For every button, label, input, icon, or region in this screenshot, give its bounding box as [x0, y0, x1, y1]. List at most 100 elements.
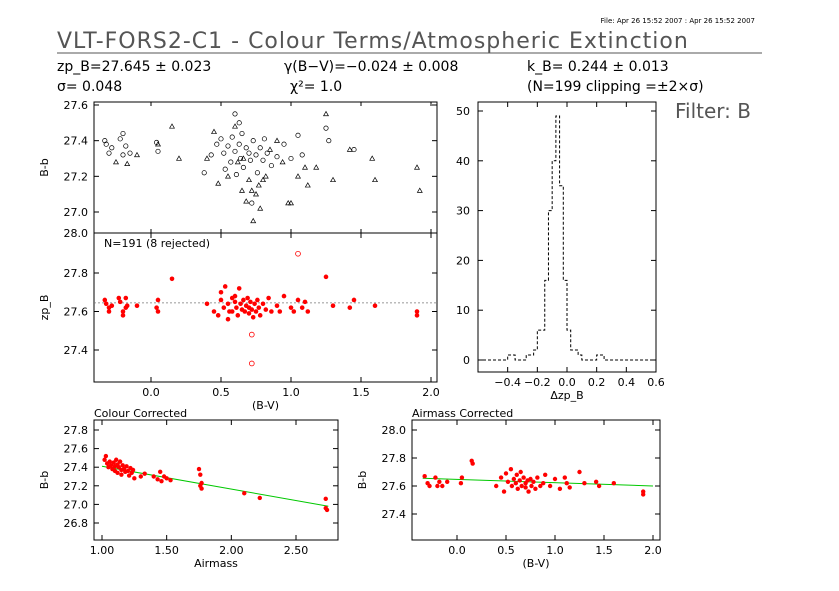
data-point — [198, 472, 203, 477]
y-tick-label: 27.4 — [64, 135, 89, 148]
data-point-triangle — [231, 123, 239, 129]
data-point-circle — [106, 150, 112, 156]
data-point — [523, 485, 528, 490]
data-point-circle — [257, 145, 263, 151]
data-point-circle — [225, 143, 231, 149]
data-point — [257, 495, 262, 501]
data-point — [538, 483, 543, 489]
extinction-value: k_B= 0.244 ± 0.013 — [527, 59, 669, 75]
data-point-kept — [351, 297, 357, 303]
data-point — [593, 479, 599, 484]
data-point-circle — [233, 172, 239, 178]
data-point — [526, 489, 531, 494]
data-point-kept — [155, 297, 161, 303]
y-tick-label: 27.4 — [64, 461, 89, 474]
data-point-circle — [323, 125, 329, 131]
data-point-triangle — [248, 187, 255, 193]
data-point — [102, 457, 107, 462]
data-point — [151, 474, 156, 479]
data-point-kept — [274, 303, 280, 309]
data-point-triangle — [279, 158, 286, 165]
data-point — [435, 483, 440, 489]
y-tick-label: 30 — [456, 205, 470, 218]
raw-y-axis-label: B-b — [38, 158, 51, 177]
data-point — [513, 481, 518, 486]
data-point-kept — [215, 313, 221, 318]
y-tick-label: 27.6 — [64, 99, 89, 112]
data-point-kept — [248, 299, 253, 305]
data-point-circle — [218, 136, 224, 142]
y-tick-label: 27.0 — [64, 498, 89, 511]
data-point — [126, 473, 132, 478]
data-point-triangle — [224, 173, 232, 179]
data-point — [125, 468, 131, 474]
data-point-kept — [269, 309, 274, 314]
data-point-kept — [347, 305, 353, 310]
data-point-kept — [222, 284, 228, 289]
data-point-kept — [238, 301, 243, 307]
data-point-kept — [225, 316, 231, 322]
data-point-kept — [266, 295, 271, 301]
data-point-triangle — [266, 146, 274, 152]
ac-x-axis-label: (B-V) — [523, 557, 550, 570]
data-point — [124, 464, 129, 469]
data-point-circle — [261, 136, 267, 142]
data-point-triangle — [203, 155, 211, 161]
y-tick-label: 0 — [463, 354, 470, 367]
data-point-circle — [155, 148, 161, 154]
data-point-circle — [249, 200, 255, 206]
x-tick-label: 1.5 — [352, 386, 370, 399]
data-point-circle — [109, 145, 115, 151]
data-point-triangle — [369, 155, 376, 161]
data-point-kept — [103, 301, 109, 307]
zp-histogram-panel: −0.4 −0.2 0.0 0.2 0.4 0.6 0 10 20 30 40 50 Δzp_B — [456, 101, 665, 402]
data-point — [422, 474, 427, 479]
airmass-corrected-title: Airmass Corrected — [412, 407, 513, 420]
data-point-triangle — [245, 176, 253, 183]
data-point-circle — [239, 130, 245, 137]
data-point-circle — [103, 141, 109, 147]
data-point-circle — [250, 138, 256, 144]
y-tick-label: 27.4 — [382, 508, 407, 521]
y-tick-label: 27.2 — [64, 480, 89, 493]
plot-frame — [411, 419, 661, 541]
x-tick-label: 1.00 — [90, 544, 115, 557]
data-point-circle — [123, 143, 129, 149]
data-point — [107, 459, 112, 464]
data-point-triangle — [287, 199, 295, 206]
data-point-circle — [201, 170, 207, 176]
y-tick-label: 27.8 — [64, 267, 89, 280]
data-point-circle — [260, 157, 266, 163]
y-tick-label: 27.2 — [64, 170, 89, 183]
data-point-kept — [102, 297, 108, 303]
data-point — [509, 483, 515, 489]
data-point — [567, 485, 572, 490]
data-point — [528, 476, 533, 482]
sigma-value: σ= 0.048 — [57, 79, 122, 95]
data-point-kept — [257, 313, 263, 318]
data-point — [503, 471, 509, 476]
data-point-circle — [117, 136, 123, 142]
data-point-triangle — [210, 128, 218, 134]
data-point — [501, 489, 507, 494]
data-point-kept — [235, 313, 241, 318]
data-point — [535, 475, 540, 480]
data-point-circle — [351, 147, 357, 153]
filter-label: Filter: B — [675, 99, 751, 123]
data-point — [494, 483, 499, 489]
data-point-triangle — [413, 164, 421, 170]
data-point-kept — [249, 307, 255, 312]
data-point — [508, 467, 514, 472]
data-point-kept — [154, 305, 159, 310]
data-point-kept — [116, 295, 122, 301]
y-tick-label: 26.8 — [64, 517, 89, 530]
data-point — [582, 481, 587, 486]
data-point-triangle — [259, 176, 267, 183]
y-tick-label: 27.8 — [382, 452, 407, 465]
data-point — [159, 478, 164, 484]
data-point-circle — [246, 150, 252, 156]
data-point-triangle — [346, 146, 353, 152]
zp-x-axis-label: (B-V) — [252, 399, 279, 412]
data-point — [164, 476, 169, 481]
data-point-kept — [414, 309, 420, 314]
